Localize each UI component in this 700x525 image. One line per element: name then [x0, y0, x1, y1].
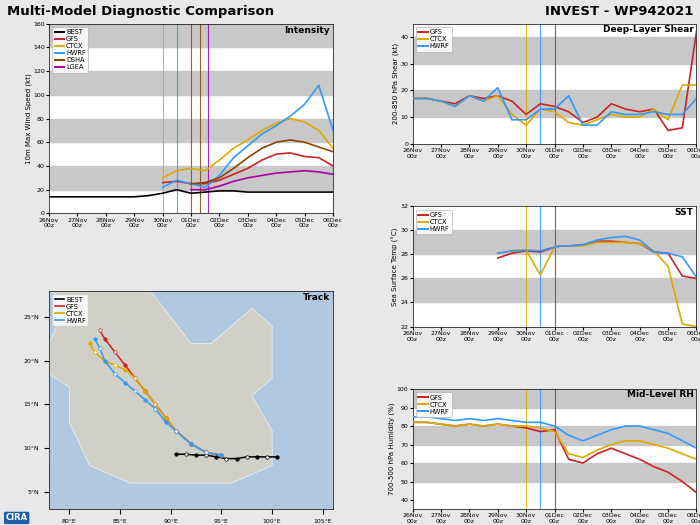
Bar: [412, 463, 696, 481]
Legend: GFS, CTCX, HWRF: GFS, CTCX, HWRF: [416, 392, 452, 417]
Text: Track: Track: [303, 293, 330, 302]
Polygon shape: [29, 291, 272, 483]
Text: Intensity: Intensity: [284, 26, 330, 35]
Bar: [49, 71, 333, 95]
Bar: [412, 389, 696, 407]
Bar: [412, 278, 696, 302]
Legend: GFS, CTCX, HWRF: GFS, CTCX, HWRF: [416, 27, 452, 51]
Y-axis label: 200-850 hPa Shear (kt): 200-850 hPa Shear (kt): [393, 43, 399, 124]
Bar: [412, 37, 696, 64]
Text: Mid-Level RH: Mid-Level RH: [626, 390, 694, 399]
Legend: BEST, GFS, CTCX, HWRF, DSHA, LGEA: BEST, GFS, CTCX, HWRF, DSHA, LGEA: [52, 27, 88, 72]
Bar: [49, 119, 333, 142]
Text: CIRA: CIRA: [6, 513, 28, 522]
Y-axis label: Sea Surface Temp (°C): Sea Surface Temp (°C): [392, 227, 399, 306]
Text: Deep-Layer Shear: Deep-Layer Shear: [603, 25, 694, 34]
Text: Multi-Model Diagnostic Comparison: Multi-Model Diagnostic Comparison: [7, 5, 274, 18]
Bar: [49, 166, 333, 190]
Legend: GFS, CTCX, HWRF: GFS, CTCX, HWRF: [416, 209, 452, 234]
Bar: [412, 426, 696, 445]
Text: INVEST - WP942021: INVEST - WP942021: [545, 5, 693, 18]
Text: SST: SST: [675, 207, 694, 216]
Legend: BEST, GFS, CTCX, HWRF: BEST, GFS, CTCX, HWRF: [52, 295, 88, 326]
Bar: [412, 90, 696, 117]
Y-axis label: 700-500 hPa Humidity (%): 700-500 hPa Humidity (%): [389, 403, 396, 496]
Bar: [49, 24, 333, 47]
Bar: [412, 230, 696, 255]
Y-axis label: 10m Max Wind Speed (kt): 10m Max Wind Speed (kt): [25, 73, 32, 164]
